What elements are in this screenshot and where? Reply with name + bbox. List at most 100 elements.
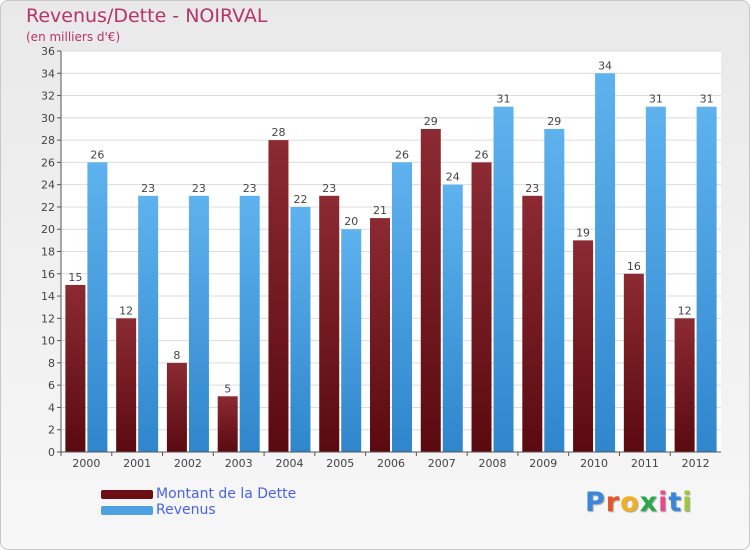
data-label: 19 (576, 226, 590, 239)
data-label: 24 (446, 171, 460, 184)
bar-revenus (442, 184, 463, 452)
bar-revenus (696, 106, 717, 452)
x-tick-label: 2001 (123, 457, 151, 470)
logo-letter: x (639, 487, 659, 518)
data-label: 31 (497, 93, 511, 106)
data-label: 20 (344, 215, 358, 228)
y-tick-label: 28 (41, 134, 55, 147)
data-label: 31 (649, 93, 663, 106)
data-label: 5 (224, 382, 231, 395)
x-tick-label: 2008 (479, 457, 507, 470)
data-label: 12 (119, 304, 133, 317)
axes (60, 51, 721, 453)
bar-dette (573, 240, 594, 452)
data-label: 16 (627, 260, 641, 273)
x-tick-labels: 2000 2001 2002 2003 2004 2005 2006 2007 2008 2009… (60, 452, 710, 470)
data-label: 22 (293, 193, 307, 206)
bar-dette (65, 284, 86, 452)
legend-swatch-dette (101, 490, 153, 499)
data-label: 23 (192, 182, 206, 195)
x-tick-label: 2012 (682, 457, 710, 470)
bar-dette (268, 140, 289, 452)
x-tick-label: 2003 (225, 457, 253, 470)
data-label: 23 (243, 182, 257, 195)
bar-revenus (595, 73, 616, 453)
y-tick-label: 24 (41, 179, 55, 192)
y-tick-label: 8 (48, 357, 55, 370)
bar-revenus (341, 229, 362, 452)
logo-letter: i (658, 487, 669, 518)
bar-revenus (645, 106, 666, 452)
data-label: 12 (678, 304, 692, 317)
bar-dette (623, 273, 644, 452)
y-tick-label: 16 (41, 268, 55, 281)
x-tick-label: 2011 (631, 457, 659, 470)
bar-revenus (493, 106, 514, 452)
bar-dette (116, 318, 137, 452)
logo-letter: P (585, 487, 606, 518)
bar-dette (471, 162, 492, 452)
data-label: 31 (700, 93, 714, 106)
logo-letter: t (668, 487, 683, 518)
data-label: 23 (141, 182, 155, 195)
bar-dette (674, 318, 695, 452)
bar-revenus (87, 162, 108, 452)
data-label: 23 (322, 182, 336, 195)
bars (65, 73, 717, 453)
data-label: 28 (271, 126, 285, 139)
legend-label-dette: Montant de la Dette (156, 486, 297, 502)
y-tick-label: 34 (41, 67, 55, 80)
logo-letter: i (682, 487, 693, 518)
data-label: 21 (373, 204, 387, 217)
data-label: 26 (475, 148, 489, 161)
x-tick-label: 2002 (174, 457, 202, 470)
y-tick-label: 12 (41, 312, 55, 325)
y-tick-label: 30 (41, 112, 55, 125)
y-tick-label: 18 (41, 246, 55, 259)
bar-revenus (544, 128, 565, 452)
bar-dette (420, 128, 441, 452)
y-tick-label: 36 (41, 45, 55, 58)
y-tick-label: 6 (48, 379, 55, 392)
data-labels: 15 26 12 23 8 23 5 23 28 22 23 20 21 26 29 24 26 31 23 29 19… (68, 59, 713, 395)
logo-letter: r (605, 487, 621, 518)
data-label: 26 (395, 148, 409, 161)
bar-dette (217, 396, 238, 452)
bar-dette (319, 195, 340, 453)
data-label: 34 (598, 59, 612, 72)
data-label: 8 (173, 349, 180, 362)
bar-revenus (392, 162, 412, 452)
data-label: 23 (525, 182, 539, 195)
y-tick-label: 22 (41, 201, 55, 214)
x-tick-label: 2005 (326, 457, 354, 470)
bar-dette (370, 218, 390, 452)
x-tick-label: 2007 (428, 457, 456, 470)
proxiti-logo: Proxiti (585, 487, 693, 518)
data-label: 15 (68, 271, 82, 284)
bar-revenus (290, 206, 311, 452)
x-tick-label: 2010 (580, 457, 608, 470)
legend-label-revenus: Revenus (156, 502, 216, 518)
x-tick-label: 2009 (529, 457, 557, 470)
chart-title: Revenus/Dette - NOIRVAL (26, 5, 268, 27)
y-tick-label: 20 (41, 223, 55, 236)
x-tick-label: 2004 (275, 457, 303, 470)
y-tick-label: 26 (41, 156, 55, 169)
bar-revenus (138, 195, 159, 453)
y-tick-label: 4 (48, 401, 55, 414)
y-tick-label: 14 (41, 290, 55, 303)
y-tick-label: 2 (48, 424, 55, 437)
data-label: 26 (90, 148, 104, 161)
data-label: 29 (547, 115, 561, 128)
x-tick-label: 2006 (377, 457, 405, 470)
bar-dette (166, 362, 187, 452)
bar-revenus (239, 195, 260, 453)
chart-subtitle: (en milliers d'€) (26, 30, 121, 44)
y-tick-label: 32 (41, 90, 55, 103)
data-label: 29 (424, 115, 438, 128)
bar-revenus (188, 195, 209, 453)
bar-dette (522, 195, 543, 453)
